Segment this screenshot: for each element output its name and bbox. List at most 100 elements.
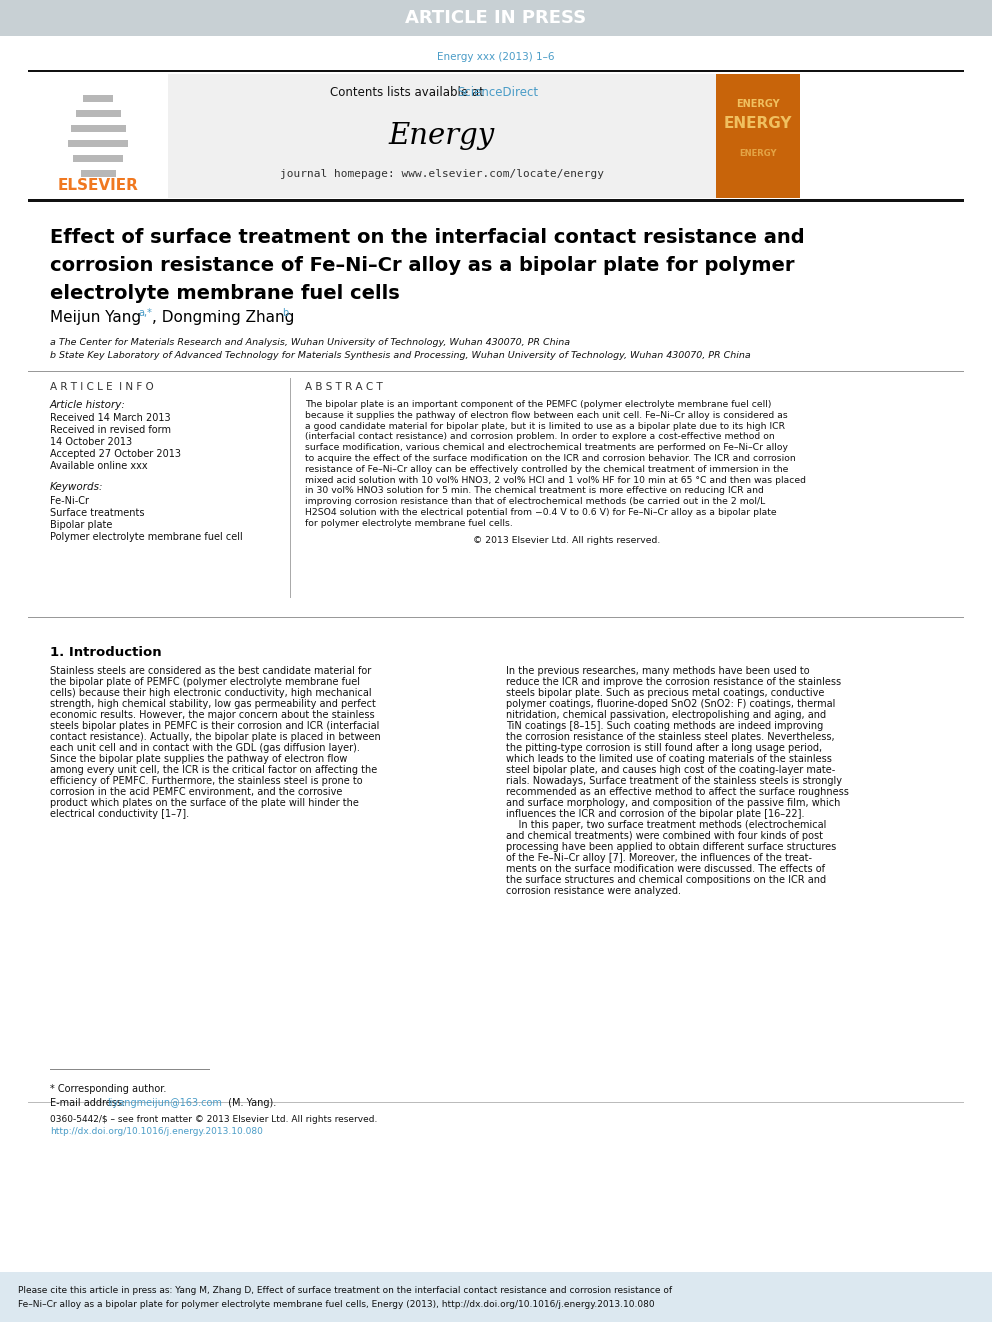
Bar xyxy=(28,198,964,202)
Text: economic results. However, the major concern about the stainless: economic results. However, the major con… xyxy=(50,710,375,720)
Text: improving corrosion resistance than that of electrochemical methods (be carried : improving corrosion resistance than that… xyxy=(305,497,765,507)
Text: http://dx.doi.org/10.1016/j.energy.2013.10.080: http://dx.doi.org/10.1016/j.energy.2013.… xyxy=(50,1127,263,1136)
Text: efficiency of PEMFC. Furthermore, the stainless steel is prone to: efficiency of PEMFC. Furthermore, the st… xyxy=(50,777,363,786)
Text: steel bipolar plate, and causes high cost of the coating-layer mate-: steel bipolar plate, and causes high cos… xyxy=(506,765,835,775)
Text: in 30 vol% HNO3 solution for 5 min. The chemical treatment is more effective on : in 30 vol% HNO3 solution for 5 min. The … xyxy=(305,487,764,495)
Text: Available online xxx: Available online xxx xyxy=(50,460,148,471)
Text: ENERGY: ENERGY xyxy=(739,149,777,159)
Text: Surface treatments: Surface treatments xyxy=(50,508,145,519)
Bar xyxy=(28,74,168,198)
Text: b: b xyxy=(282,308,289,318)
Text: (M. Yang).: (M. Yang). xyxy=(225,1098,276,1107)
Text: Bipolar plate: Bipolar plate xyxy=(50,520,112,531)
Text: surface modification, various chemical and electrochemical treatments are perfor: surface modification, various chemical a… xyxy=(305,443,788,452)
Bar xyxy=(28,70,964,71)
Text: among every unit cell, the ICR is the critical factor on affecting the: among every unit cell, the ICR is the cr… xyxy=(50,765,377,775)
Text: Polymer electrolyte membrane fuel cell: Polymer electrolyte membrane fuel cell xyxy=(50,532,243,542)
Text: strength, high chemical stability, low gas permeability and perfect: strength, high chemical stability, low g… xyxy=(50,699,376,709)
Text: 1. Introduction: 1. Introduction xyxy=(50,646,162,659)
Bar xyxy=(0,1271,992,1322)
Text: contact resistance). Actually, the bipolar plate is placed in between: contact resistance). Actually, the bipol… xyxy=(50,732,381,742)
Text: Received 14 March 2013: Received 14 March 2013 xyxy=(50,413,171,423)
Text: corrosion resistance were analyzed.: corrosion resistance were analyzed. xyxy=(506,886,681,896)
Text: product which plates on the surface of the plate will hinder the: product which plates on the surface of t… xyxy=(50,798,359,808)
Text: Fe-Ni-Cr: Fe-Ni-Cr xyxy=(50,496,89,505)
Text: Energy xxx (2013) 1–6: Energy xxx (2013) 1–6 xyxy=(437,52,555,62)
Text: for polymer electrolyte membrane fuel cells.: for polymer electrolyte membrane fuel ce… xyxy=(305,519,513,528)
Bar xyxy=(76,110,121,116)
Bar xyxy=(0,0,992,36)
Text: 0360-5442/$ – see front matter © 2013 Elsevier Ltd. All rights reserved.: 0360-5442/$ – see front matter © 2013 El… xyxy=(50,1115,377,1125)
Text: and chemical treatments) were combined with four kinds of post: and chemical treatments) were combined w… xyxy=(506,831,823,841)
Text: Keywords:: Keywords: xyxy=(50,482,103,492)
Bar xyxy=(73,155,123,161)
Text: Accepted 27 October 2013: Accepted 27 October 2013 xyxy=(50,448,181,459)
Text: and surface morphology, and composition of the passive film, which: and surface morphology, and composition … xyxy=(506,798,840,808)
Text: journal homepage: www.elsevier.com/locate/energy: journal homepage: www.elsevier.com/locat… xyxy=(280,169,604,179)
Bar xyxy=(81,169,116,177)
Text: electrical conductivity [1–7].: electrical conductivity [1–7]. xyxy=(50,808,189,819)
Text: ments on the surface modification were discussed. The effects of: ments on the surface modification were d… xyxy=(506,864,825,875)
Text: Received in revised form: Received in revised form xyxy=(50,425,171,435)
Text: In this paper, two surface treatment methods (electrochemical: In this paper, two surface treatment met… xyxy=(506,820,826,830)
Text: 14 October 2013: 14 October 2013 xyxy=(50,437,132,447)
Text: nitridation, chemical passivation, electropolishing and aging, and: nitridation, chemical passivation, elect… xyxy=(506,710,826,720)
Text: a The Center for Materials Research and Analysis, Wuhan University of Technology: a The Center for Materials Research and … xyxy=(50,337,570,347)
Text: E-mail address:: E-mail address: xyxy=(50,1098,128,1107)
Text: Contents lists available at: Contents lists available at xyxy=(330,86,488,98)
Text: * Corresponding author.: * Corresponding author. xyxy=(50,1084,167,1094)
Text: electrolyte membrane fuel cells: electrolyte membrane fuel cells xyxy=(50,284,400,303)
Text: processing have been applied to obtain different surface structures: processing have been applied to obtain d… xyxy=(506,841,836,852)
Text: the surface structures and chemical compositions on the ICR and: the surface structures and chemical comp… xyxy=(506,875,826,885)
Text: of the Fe–Ni–Cr alloy [7]. Moreover, the influences of the treat-: of the Fe–Ni–Cr alloy [7]. Moreover, the… xyxy=(506,853,812,863)
Text: mixed acid solution with 10 vol% HNO3, 2 vol% HCl and 1 vol% HF for 10 min at 65: mixed acid solution with 10 vol% HNO3, 2… xyxy=(305,475,806,484)
Text: , Dongming Zhang: , Dongming Zhang xyxy=(152,310,295,325)
Text: A B S T R A C T: A B S T R A C T xyxy=(305,382,383,392)
Bar xyxy=(168,74,716,198)
Text: which leads to the limited use of coating materials of the stainless: which leads to the limited use of coatin… xyxy=(506,754,832,763)
Bar xyxy=(68,140,128,147)
Text: Energy: Energy xyxy=(389,122,495,149)
Text: ScienceDirect: ScienceDirect xyxy=(457,86,539,98)
Text: ELSEVIER: ELSEVIER xyxy=(58,179,139,193)
Text: liyangmeijun@163.com: liyangmeijun@163.com xyxy=(107,1098,222,1107)
Text: Article history:: Article history: xyxy=(50,400,126,410)
Text: Fe–Ni–Cr alloy as a bipolar plate for polymer electrolyte membrane fuel cells, E: Fe–Ni–Cr alloy as a bipolar plate for po… xyxy=(18,1301,655,1308)
Text: corrosion in the acid PEMFC environment, and the corrosive: corrosion in the acid PEMFC environment,… xyxy=(50,787,342,796)
Bar xyxy=(71,124,126,132)
Text: b State Key Laboratory of Advanced Technology for Materials Synthesis and Proces: b State Key Laboratory of Advanced Techn… xyxy=(50,351,751,360)
Text: because it supplies the pathway of electron flow between each unit cell. Fe–Ni–C: because it supplies the pathway of elect… xyxy=(305,411,788,419)
Text: polymer coatings, fluorine-doped SnO2 (SnO2: F) coatings, thermal: polymer coatings, fluorine-doped SnO2 (S… xyxy=(506,699,835,709)
Text: influences the ICR and corrosion of the bipolar plate [16–22].: influences the ICR and corrosion of the … xyxy=(506,808,805,819)
Text: to acquire the effect of the surface modification on the ICR and corrosion behav: to acquire the effect of the surface mod… xyxy=(305,454,796,463)
Text: In the previous researches, many methods have been used to: In the previous researches, many methods… xyxy=(506,665,809,676)
Text: each unit cell and in contact with the GDL (gas diffusion layer).: each unit cell and in contact with the G… xyxy=(50,744,360,753)
Text: steels bipolar plates in PEMFC is their corrosion and ICR (interfacial: steels bipolar plates in PEMFC is their … xyxy=(50,721,379,732)
Text: rials. Nowadays, Surface treatment of the stainless steels is strongly: rials. Nowadays, Surface treatment of th… xyxy=(506,777,842,786)
Text: Please cite this article in press as: Yang M, Zhang D, Effect of surface treatme: Please cite this article in press as: Ya… xyxy=(18,1286,673,1295)
Text: Meijun Yang: Meijun Yang xyxy=(50,310,141,325)
Text: (interfacial contact resistance) and corrosion problem. In order to explore a co: (interfacial contact resistance) and cor… xyxy=(305,433,775,442)
Text: a good candidate material for bipolar plate, but it is limited to use as a bipol: a good candidate material for bipolar pl… xyxy=(305,422,785,430)
Text: the corrosion resistance of the stainless steel plates. Nevertheless,: the corrosion resistance of the stainles… xyxy=(506,732,834,742)
Text: resistance of Fe–Ni–Cr alloy can be effectively controlled by the chemical treat: resistance of Fe–Ni–Cr alloy can be effe… xyxy=(305,464,789,474)
Text: the bipolar plate of PEMFC (polymer electrolyte membrane fuel: the bipolar plate of PEMFC (polymer elec… xyxy=(50,677,360,687)
Text: steels bipolar plate. Such as precious metal coatings, conductive: steels bipolar plate. Such as precious m… xyxy=(506,688,824,699)
Text: ARTICLE IN PRESS: ARTICLE IN PRESS xyxy=(406,9,586,26)
Text: a,*: a,* xyxy=(138,308,152,318)
Text: H2SO4 solution with the electrical potential from −0.4 V to 0.6 V) for Fe–Ni–Cr : H2SO4 solution with the electrical poten… xyxy=(305,508,777,517)
Text: © 2013 Elsevier Ltd. All rights reserved.: © 2013 Elsevier Ltd. All rights reserved… xyxy=(473,536,660,545)
Text: reduce the ICR and improve the corrosion resistance of the stainless: reduce the ICR and improve the corrosion… xyxy=(506,677,841,687)
Text: the pitting-type corrosion is still found after a long usage period,: the pitting-type corrosion is still foun… xyxy=(506,744,822,753)
Text: TiN coatings [8–15]. Such coating methods are indeed improving: TiN coatings [8–15]. Such coating method… xyxy=(506,721,823,732)
Text: Stainless steels are considered as the best candidate material for: Stainless steels are considered as the b… xyxy=(50,665,371,676)
Text: The bipolar plate is an important component of the PEMFC (polymer electrolyte me: The bipolar plate is an important compon… xyxy=(305,400,772,409)
Text: corrosion resistance of Fe–Ni–Cr alloy as a bipolar plate for polymer: corrosion resistance of Fe–Ni–Cr alloy a… xyxy=(50,255,795,275)
Bar xyxy=(716,74,800,198)
Text: recommended as an effective method to affect the surface roughness: recommended as an effective method to af… xyxy=(506,787,849,796)
Text: Since the bipolar plate supplies the pathway of electron flow: Since the bipolar plate supplies the pat… xyxy=(50,754,347,763)
Text: ENERGY: ENERGY xyxy=(724,116,793,131)
Text: cells) because their high electronic conductivity, high mechanical: cells) because their high electronic con… xyxy=(50,688,372,699)
Bar xyxy=(83,95,113,102)
Text: Effect of surface treatment on the interfacial contact resistance and: Effect of surface treatment on the inter… xyxy=(50,228,805,247)
